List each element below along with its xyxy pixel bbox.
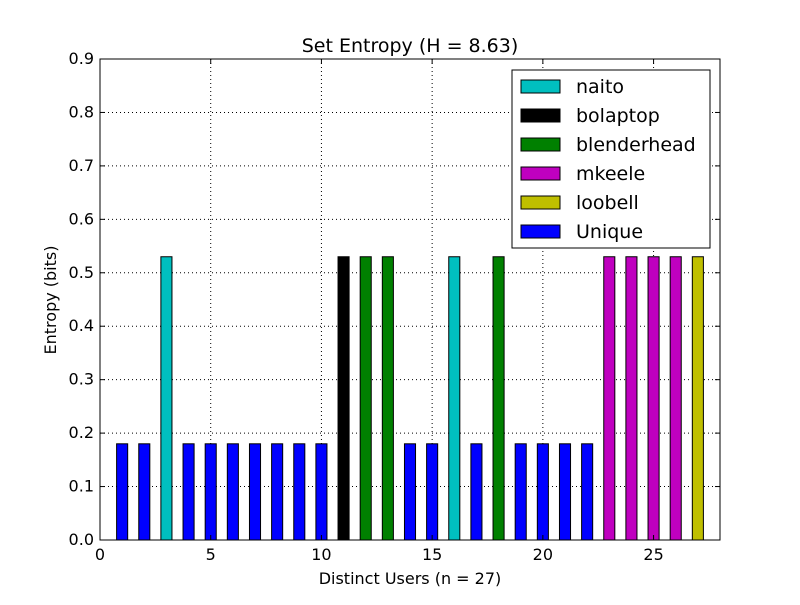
x-tick-label: 10 (311, 545, 331, 564)
y-tick-label: 0.7 (69, 156, 94, 175)
y-tick-label: 0.5 (69, 263, 94, 282)
bar-mkeele (603, 256, 616, 541)
bar-unique (558, 443, 572, 541)
bar-unique (536, 443, 549, 541)
bar-unique (426, 443, 439, 541)
bar-unique (514, 443, 527, 541)
x-tick-label: 20 (533, 545, 553, 564)
y-axis-title: Entropy (bits) (41, 246, 60, 355)
bar-unique (293, 443, 306, 541)
bar-mkeele (669, 256, 682, 541)
x-tick-label: 5 (206, 545, 216, 564)
legend-swatch (520, 166, 561, 181)
y-tick-label: 0.4 (69, 316, 94, 335)
plot-frame (99, 58, 721, 541)
bar-unique (315, 443, 328, 541)
bar-naito (448, 256, 461, 541)
y-tick-label: 0.9 (69, 49, 94, 68)
legend-swatch (520, 137, 561, 152)
x-tick-label: 15 (422, 545, 442, 564)
legend-swatch (520, 108, 561, 123)
x-axis-title: Distinct Users (n = 27) (319, 569, 502, 588)
legend-label: naito (576, 76, 624, 98)
bar-unique (248, 443, 262, 541)
bar-unique (138, 443, 151, 541)
y-tick-label: 0.3 (69, 370, 94, 389)
legend-swatch (520, 195, 561, 210)
x-tick-label: 25 (643, 545, 663, 564)
legend-label: bolaptop (576, 105, 660, 127)
bar-mkeele (625, 256, 638, 541)
bar-unique (470, 443, 483, 541)
bar-mkeele (647, 256, 660, 541)
bar-unique (116, 443, 129, 541)
bar-naito (160, 256, 173, 541)
bar-unique (271, 443, 284, 541)
legend-swatch (520, 224, 561, 239)
y-tick-label: 0.2 (69, 423, 94, 442)
x-tick-label: 0 (95, 545, 105, 564)
bar-unique (581, 443, 594, 541)
bar-bolaptop (337, 256, 350, 541)
bar-blenderhead (381, 256, 394, 541)
bar-unique (226, 443, 239, 541)
bar-blenderhead (359, 256, 372, 541)
y-tick-label: 0.6 (69, 209, 94, 228)
bar-loobell (691, 256, 704, 541)
legend-swatch (520, 79, 561, 94)
bar-unique (403, 443, 417, 541)
chart-title: Set Entropy (H = 8.63) (302, 35, 519, 57)
y-tick-label: 0.8 (69, 102, 94, 121)
bar-blenderhead (492, 256, 505, 541)
legend-label: mkeele (576, 163, 645, 185)
legend-label: blenderhead (576, 134, 696, 156)
legend-label: Unique (576, 221, 643, 243)
legend-box (511, 69, 711, 249)
bar-unique (204, 443, 217, 541)
legend-label: loobell (576, 192, 639, 214)
y-tick-label: 0.0 (69, 530, 94, 549)
bar-unique (182, 443, 195, 541)
y-tick-label: 0.1 (69, 477, 94, 496)
legend: naito bolaptop blenderhead mkeele loobell Uni… (511, 69, 711, 249)
